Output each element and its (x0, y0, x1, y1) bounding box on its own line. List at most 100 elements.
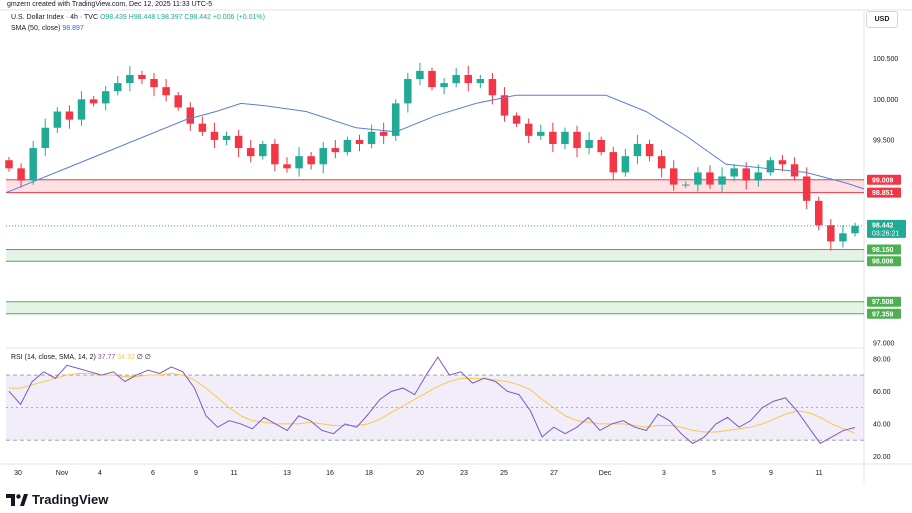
candle-body (645, 143, 654, 157)
candle-body (331, 148, 340, 153)
current-price-tag (867, 219, 906, 238)
candle-body (307, 156, 315, 165)
candle-body (790, 164, 799, 177)
candle-body (573, 131, 581, 149)
legend-row-symbol: U.S. Dollar Index · 4h · TVC O98.439 H98… (11, 14, 265, 21)
candle-body (561, 131, 569, 144)
level-tag-support (867, 244, 901, 255)
rsi-value: 37.77 (97, 354, 116, 361)
legend-row-rsi: RSI (14, close, SMA, 14, 2) 37.77 34.32 … (11, 353, 151, 361)
level-label-support: 98.006 (872, 259, 894, 266)
candle-body (89, 99, 98, 104)
time-tick-label: 30 (14, 470, 22, 477)
created-by-text: gmzern created with TradingView.com, Dec… (7, 1, 213, 8)
candle-body (126, 74, 134, 84)
price-tick-label: 100.500 (873, 56, 898, 63)
rsi-band-fill (6, 375, 864, 441)
candle-body (5, 160, 13, 169)
candle-body (549, 131, 557, 144)
level-tag-resistance (867, 174, 901, 185)
candle-body (476, 79, 485, 84)
candle-body (754, 172, 763, 181)
level-label-support: 97.359 (872, 311, 894, 318)
candle-body (367, 131, 376, 144)
zone-support-2 (6, 301, 864, 314)
rsi-sma-value: 34.32 (117, 354, 135, 361)
legend-row-sma: SMA (50, close) 98.897 (11, 25, 84, 32)
candle-body (101, 91, 110, 104)
candle-body (657, 156, 666, 169)
time-tick-label: Dec (599, 470, 612, 477)
candle-body (198, 123, 207, 132)
candle-body (114, 83, 122, 92)
candle-body (379, 131, 388, 136)
rsi-line (8, 356, 856, 445)
candle-body (428, 70, 436, 88)
level-tag-support (867, 308, 901, 319)
price-tick-label: 100.000 (873, 97, 898, 104)
candle-body (210, 131, 219, 140)
currency-button[interactable]: USD (866, 11, 898, 28)
rsi-tick-label: 80.00 (873, 356, 891, 363)
candle-body (827, 225, 835, 242)
rsi-suffix: ∅ ∅ (136, 354, 151, 361)
rsi-tick-label: 60.00 (873, 389, 891, 396)
time-tick-label: Nov (56, 470, 69, 477)
candle-body (851, 225, 859, 234)
candle-body (271, 143, 279, 165)
candle-body (404, 79, 412, 104)
current-price-label: 98.442 (872, 222, 894, 229)
time-tick-label: 27 (550, 470, 558, 477)
time-tick-label: 20 (416, 470, 424, 477)
candle-body (633, 143, 642, 157)
candle-body (319, 148, 327, 165)
candle-body (706, 172, 714, 185)
brand-text: TradingView (32, 492, 109, 507)
time-tick-label: 23 (460, 470, 468, 477)
level-tag-resistance (867, 187, 901, 198)
candle-body (222, 135, 231, 140)
candle-body (174, 95, 182, 108)
sma-label[interactable]: SMA (50, close) (11, 25, 61, 32)
time-tick-label: 9 (194, 470, 198, 477)
candle-body (259, 143, 267, 157)
candle-body (500, 95, 509, 116)
candle-body (391, 103, 400, 136)
candle-body (234, 135, 243, 149)
time-tick-label: 9 (769, 470, 773, 477)
candle-body (17, 168, 25, 181)
candle-body (609, 152, 618, 173)
candle-body (65, 111, 74, 120)
candle-body (53, 111, 62, 128)
time-tick-label: 16 (326, 470, 334, 477)
candle-body (524, 123, 533, 136)
candle-body (802, 176, 811, 201)
candle-body (682, 184, 690, 186)
candle-body (77, 99, 86, 120)
candle-body (742, 168, 750, 181)
time-tick-label: 18 (365, 470, 373, 477)
sma-line (5, 94, 865, 194)
candle-body (416, 70, 424, 80)
time-tick-label: 4 (98, 470, 102, 477)
level-label-support: 98.150 (872, 247, 894, 254)
candle-body (718, 176, 726, 185)
rsi-label[interactable]: RSI (14, close, SMA, 14, 2) (11, 354, 96, 361)
candle-body (355, 139, 364, 144)
time-tick-label: 3 (662, 470, 666, 477)
candle-body (778, 160, 787, 165)
candle-body (186, 107, 195, 124)
time-tick-label: 5 (712, 470, 716, 477)
tradingview-logo[interactable]: TradingView (6, 492, 108, 507)
bar-countdown: 03:26:21 (872, 230, 899, 237)
candle-body (29, 148, 37, 181)
candle-body (283, 164, 291, 169)
candle-body (295, 156, 303, 169)
symbol-label[interactable]: U.S. Dollar Index · 4h · TVC (11, 14, 99, 21)
level-tag-support (867, 256, 901, 267)
level-label-resistance: 99.009 (872, 177, 894, 184)
candle-body (766, 160, 775, 173)
candle-body (585, 139, 593, 149)
candle-body (512, 115, 521, 124)
candle-body (694, 172, 702, 185)
